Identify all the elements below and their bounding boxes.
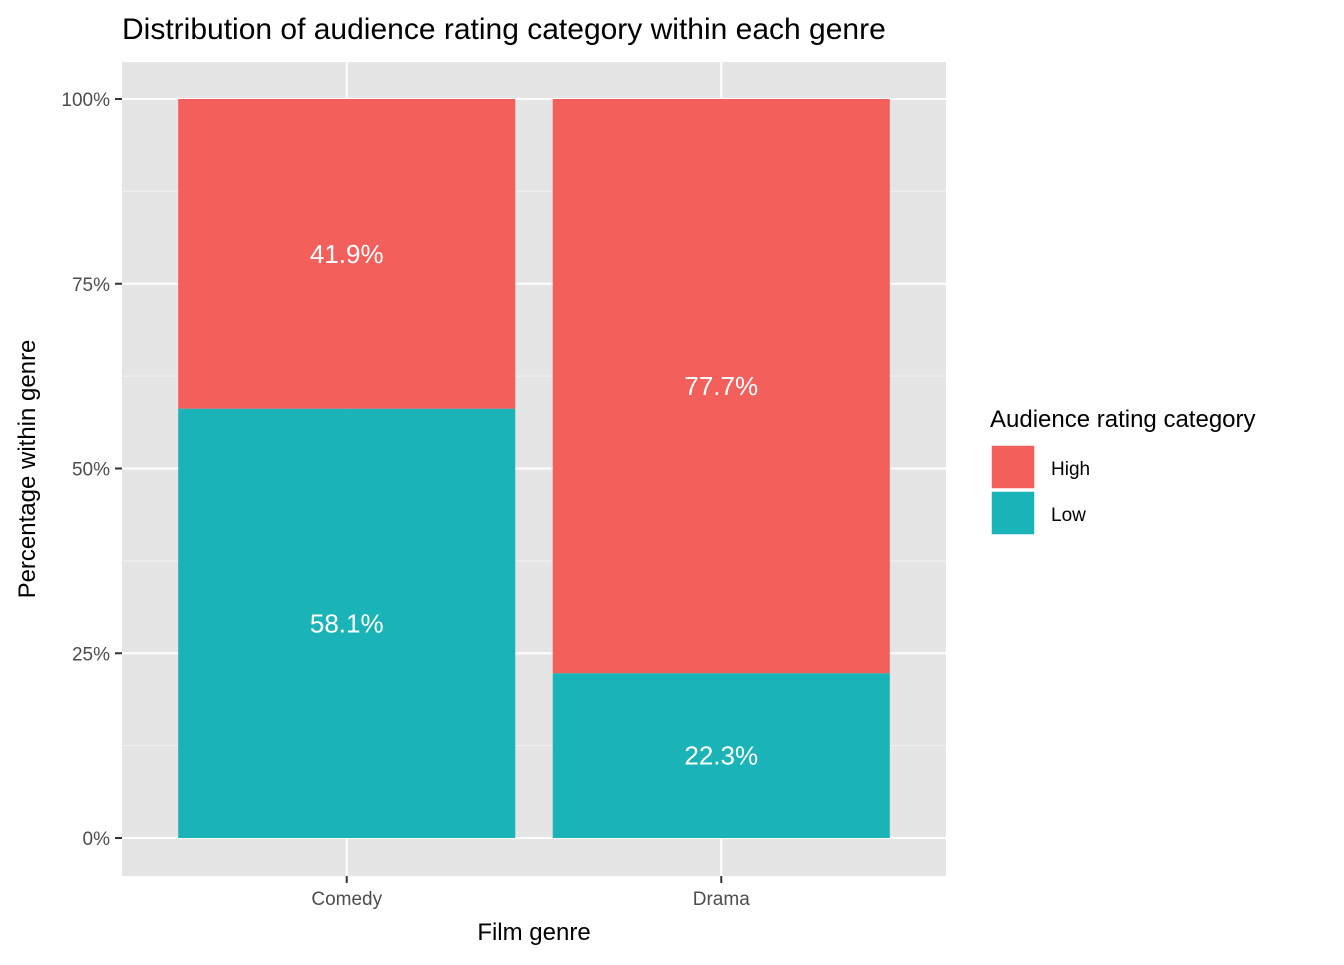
x-tick-label: Drama bbox=[693, 889, 750, 910]
data-label: 77.7% bbox=[684, 371, 758, 401]
legend-key-high bbox=[990, 444, 1036, 490]
bar-low-comedy bbox=[178, 408, 516, 838]
x-tick-label: Comedy bbox=[311, 889, 382, 910]
chart-title: Distribution of audience rating category… bbox=[122, 13, 886, 46]
bar-high-drama bbox=[552, 99, 890, 674]
legend-title: Audience rating category bbox=[990, 406, 1256, 433]
y-tick-label: 75% bbox=[72, 275, 110, 296]
legend-label: Low bbox=[1051, 505, 1086, 526]
data-label: 41.9% bbox=[310, 239, 384, 269]
y-tick-label: 25% bbox=[72, 644, 110, 665]
bar-high-comedy bbox=[178, 99, 516, 409]
legend: Audience rating category High Low bbox=[990, 406, 1256, 536]
y-axis-title: Percentage within genre bbox=[14, 340, 41, 599]
legend-key-low bbox=[990, 490, 1036, 536]
data-label: 22.3% bbox=[684, 741, 758, 771]
data-label: 58.1% bbox=[310, 608, 384, 638]
y-tick-label: 0% bbox=[83, 829, 111, 850]
x-axis-title: Film genre bbox=[477, 919, 590, 946]
y-tick-label: 100% bbox=[61, 90, 110, 111]
y-tick-label: 50% bbox=[72, 460, 110, 481]
bar-low-drama bbox=[552, 673, 890, 838]
legend-label: High bbox=[1051, 459, 1090, 480]
